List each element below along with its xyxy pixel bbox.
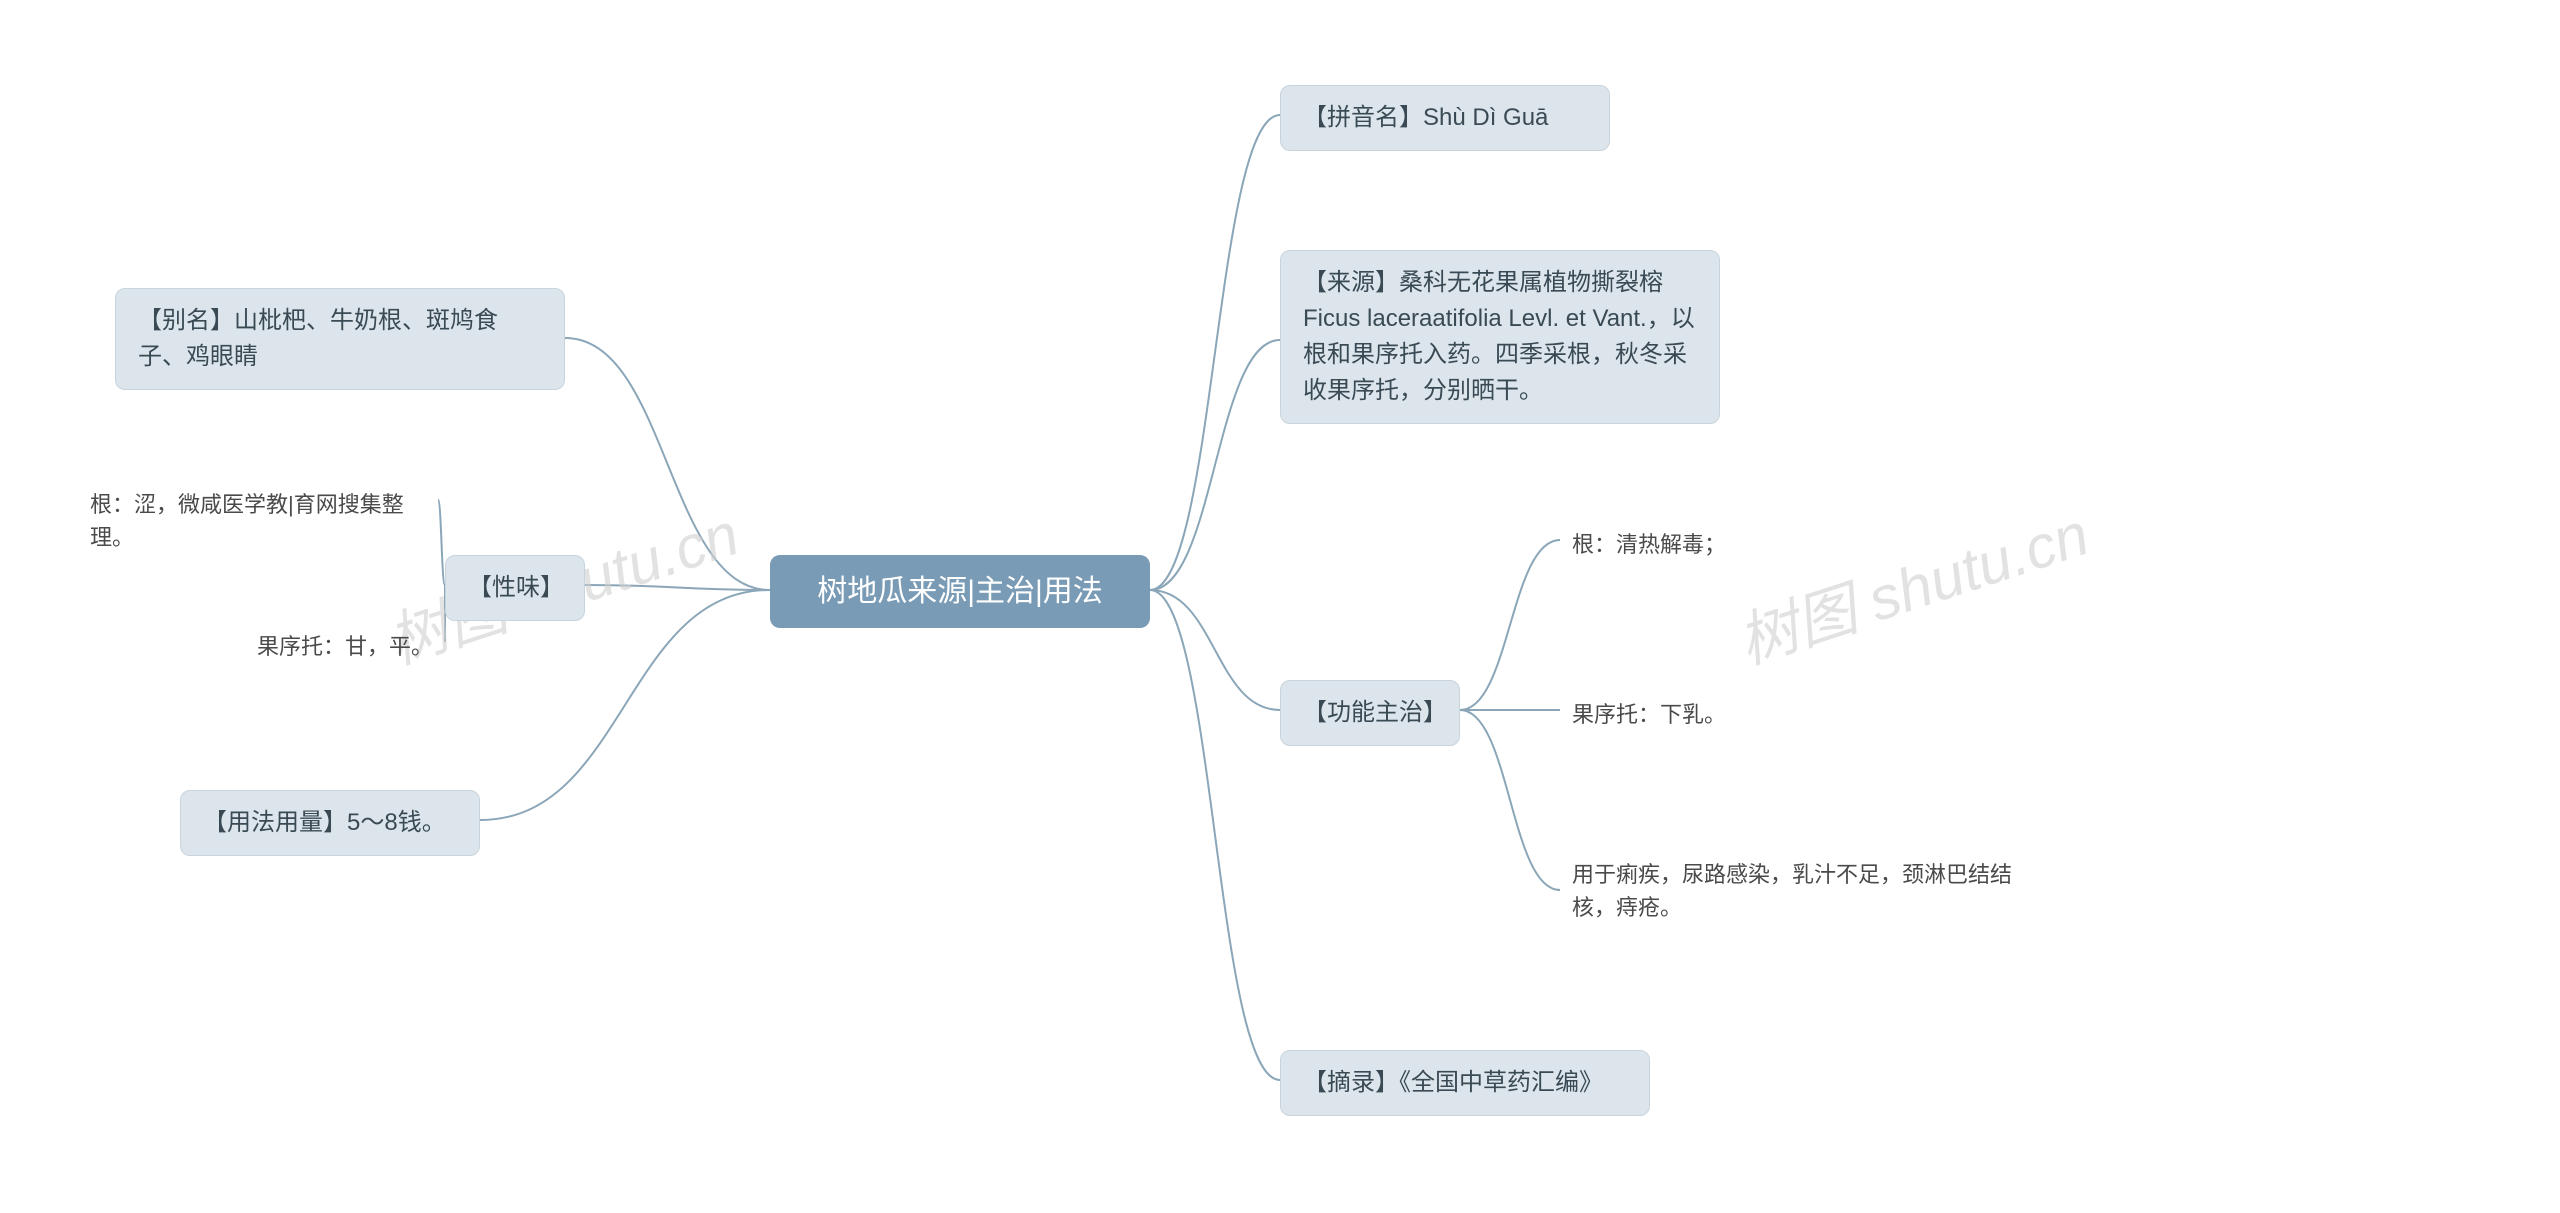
watermark-2: 树图 shutu.cn — [1725, 486, 2098, 681]
branch-excerpt[interactable]: 【摘录】《全国中草药汇编》 — [1280, 1050, 1650, 1116]
branch-nature[interactable]: 【性味】 — [445, 555, 585, 621]
branch-function[interactable]: 【功能主治】 — [1280, 680, 1460, 746]
leaf-func-usage: 用于痢疾，尿路感染，乳汁不足，颈淋巴结结核，痔疮。 — [1560, 850, 2050, 932]
branch-dosage[interactable]: 【用法用量】5～8钱。 — [180, 790, 480, 856]
root-node[interactable]: 树地瓜来源|主治|用法 — [770, 555, 1150, 628]
leaf-nature-fruit: 果序托：甘，平。 — [245, 622, 445, 671]
branch-pinyin[interactable]: 【拼音名】Shù Dì Guā — [1280, 85, 1610, 151]
leaf-func-root: 根：清热解毒； — [1560, 520, 1760, 569]
branch-alias[interactable]: 【别名】山枇杷、牛奶根、斑鸠食子、鸡眼睛 — [115, 288, 565, 390]
connector-layer — [0, 0, 2560, 1213]
leaf-nature-root: 根：涩，微咸医学教|育网搜集整理。 — [78, 480, 438, 562]
leaf-func-fruit: 果序托：下乳。 — [1560, 690, 1760, 739]
branch-source[interactable]: 【来源】桑科无花果属植物撕裂榕Ficus laceraatifolia Levl… — [1280, 250, 1720, 424]
